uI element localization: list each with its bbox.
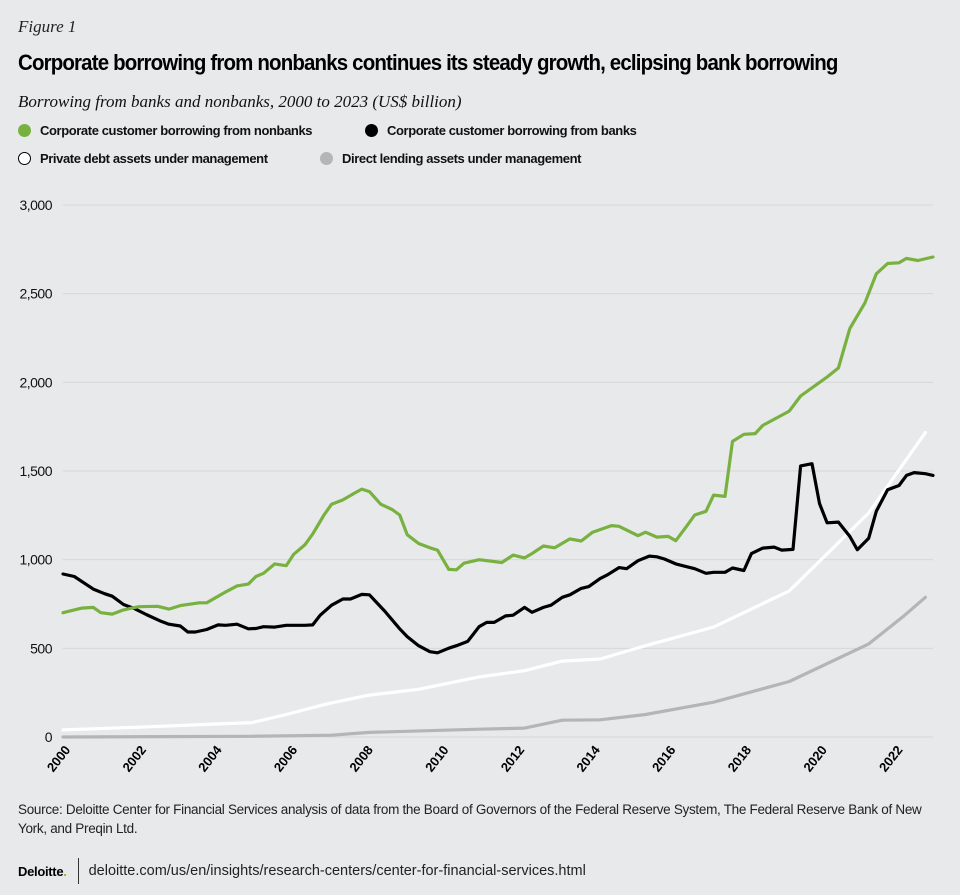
y-tick-label: 0	[45, 729, 53, 745]
chart-title: Corporate borrowing from nonbanks contin…	[18, 50, 838, 75]
deloitte-logo: Deloitte.	[18, 863, 67, 879]
series-line-direct-lending-assets-under-management	[61, 595, 927, 739]
legend-circle-icon	[18, 152, 31, 165]
logo-text: Deloitte	[18, 863, 64, 879]
x-tick-label: 2010	[422, 743, 452, 775]
legend-label: Direct lending assets under management	[342, 151, 582, 166]
legend-dot-icon	[320, 152, 333, 165]
legend-label: Corporate customer borrowing from banks	[387, 123, 637, 138]
x-tick-label: 2006	[271, 743, 301, 775]
line-chart: 0 500 1,000 1,500 2,000 2,500 3,000 2000 2002 200…	[19, 197, 935, 775]
x-tick-label: 2014	[573, 742, 603, 775]
legend-item-nonbanks: Corporate customer borrowing from nonban…	[18, 123, 313, 138]
x-tick-label: 2022	[876, 743, 906, 775]
y-tick-label: 500	[30, 640, 53, 656]
x-tick-label: 2018	[725, 743, 755, 775]
series-line-private-debt-assets-under-management	[61, 430, 927, 732]
x-tick-label: 2020	[800, 743, 830, 775]
y-tick-label: 2,500	[19, 286, 52, 302]
series-line-corporate-customer-borrowing-from-banks	[61, 462, 935, 655]
x-tick-label: 2012	[498, 743, 528, 775]
source-note: Source: Deloitte Center for Financial Se…	[18, 802, 922, 836]
y-tick-label: 2,000	[19, 374, 52, 390]
x-tick-label: 2002	[119, 743, 149, 775]
legend-item-private-debt: Private debt assets under management	[18, 151, 268, 166]
figure-label: Figure 1	[18, 17, 77, 36]
footer: Deloitte. deloitte.com/us/en/insights/re…	[18, 858, 586, 884]
legend-item-direct-lending: Direct lending assets under management	[320, 151, 581, 166]
y-tick-label: 1,000	[19, 552, 52, 568]
divider	[77, 858, 79, 884]
legend-label: Corporate customer borrowing from nonban…	[40, 123, 313, 138]
series-line-corporate-customer-borrowing-from-nonbanks	[61, 255, 935, 616]
legend-label: Private debt assets under management	[40, 151, 268, 166]
x-tick-label: 2000	[44, 743, 74, 775]
x-tick-label: 2008	[346, 743, 376, 775]
y-tick-label: 3,000	[19, 197, 52, 213]
chart-subtitle: Borrowing from banks and nonbanks, 2000 …	[18, 92, 462, 111]
x-tick-label: 2004	[195, 742, 225, 775]
legend-dot-icon	[365, 124, 378, 137]
footer-url[interactable]: deloitte.com/us/en/insights/research-cen…	[88, 863, 586, 879]
legend-dot-icon	[18, 124, 31, 137]
x-tick-label: 2016	[649, 743, 679, 775]
y-tick-label: 1,500	[19, 463, 52, 479]
legend-item-banks: Corporate customer borrowing from banks	[365, 123, 637, 138]
